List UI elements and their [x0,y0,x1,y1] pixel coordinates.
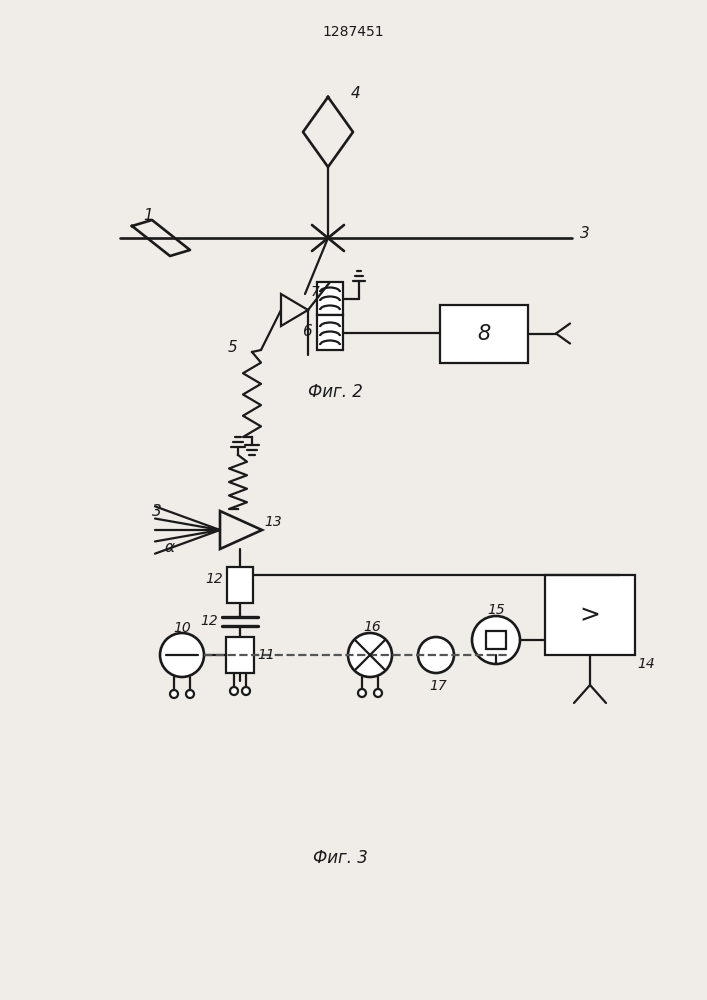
Text: 14: 14 [637,657,655,671]
Bar [227,567,253,603]
Text: Фиг. 3: Фиг. 3 [312,849,368,867]
Circle shape [348,633,392,677]
Bar [226,637,254,673]
Circle shape [170,690,178,698]
Circle shape [242,687,250,695]
Text: 1: 1 [143,208,153,223]
Text: 12: 12 [205,572,223,586]
Text: 17: 17 [429,679,447,693]
Text: 3: 3 [152,504,162,520]
Text: 12: 12 [200,614,218,628]
Text: 13: 13 [264,515,282,529]
Circle shape [374,689,382,697]
Text: 5: 5 [227,340,237,355]
Text: 1287451: 1287451 [322,25,384,39]
Text: α: α [165,540,175,556]
Text: 3: 3 [580,226,590,240]
Circle shape [160,633,204,677]
Bar [317,315,343,350]
Text: 8: 8 [477,324,491,344]
Text: 11: 11 [257,648,275,662]
Bar [317,282,343,315]
Text: 4: 4 [351,87,361,102]
Text: >: > [580,603,600,627]
Bar [486,631,506,649]
Text: 6: 6 [303,324,312,340]
Text: Фиг. 2: Фиг. 2 [308,383,363,401]
Bar [440,304,528,362]
Text: 7: 7 [311,285,320,299]
Circle shape [186,690,194,698]
Circle shape [418,637,454,673]
Circle shape [358,689,366,697]
Text: 10: 10 [173,621,191,635]
Text: 15: 15 [487,603,505,617]
Bar [545,575,635,655]
Circle shape [230,687,238,695]
Text: 16: 16 [363,620,381,634]
Circle shape [472,616,520,664]
